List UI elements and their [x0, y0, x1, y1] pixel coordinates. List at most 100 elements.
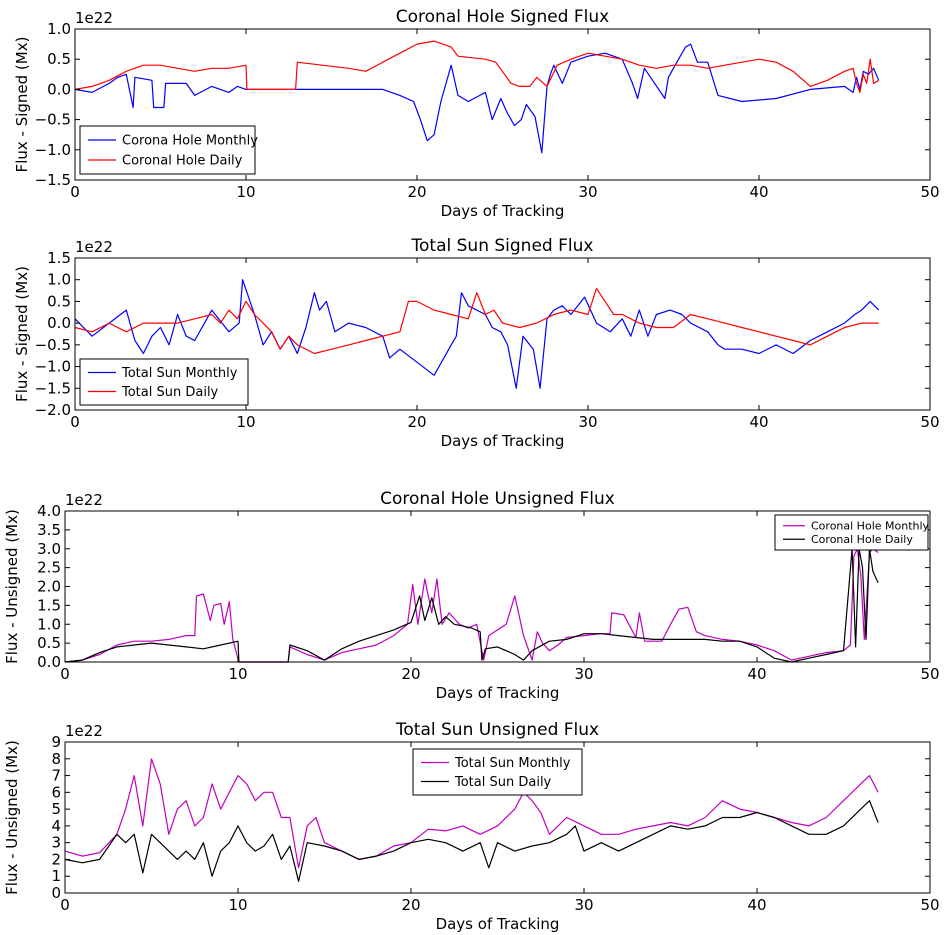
y-tick-label: 0	[51, 884, 61, 902]
y-tick-label: 4	[51, 817, 61, 835]
y-tick-label: 0.5	[37, 634, 61, 652]
plot-frame	[74, 28, 931, 181]
legend-label: Coronal Hole Daily	[811, 533, 913, 546]
y-exponent-label: 1e22	[75, 238, 113, 256]
chart-title: Total Sun Unsigned Flux	[395, 720, 599, 740]
x-tick-label: 50	[920, 896, 939, 914]
x-tick-label: 0	[70, 183, 80, 201]
x-tick-label: 10	[236, 183, 255, 201]
legend: Total Sun Monthly Total Sun Daily	[79, 358, 249, 406]
x-tick-label: 0	[60, 896, 70, 914]
y-tick-label: 6	[51, 783, 61, 801]
x-tick-label: 20	[407, 413, 426, 431]
y-tick-label: 7	[51, 767, 61, 785]
y-axis-label: Flux - Unsigned (Mx)	[3, 740, 21, 895]
x-tick-label: 10	[228, 665, 247, 683]
y-tick-label: 0.0	[37, 653, 61, 671]
x-tick-label: 30	[578, 183, 597, 201]
x-axis-label: Days of Tracking	[436, 915, 560, 933]
y-tick-label: 2.5	[37, 559, 61, 577]
legend-label: Total Sun Daily	[121, 385, 219, 400]
y-tick-label: 2.0	[37, 578, 61, 596]
y-exponent-label: 1e22	[65, 722, 103, 740]
y-exponent-label: 1e22	[65, 491, 103, 509]
plot-frame	[74, 257, 931, 411]
y-tick-label: 1.0	[47, 20, 71, 38]
legend-box	[774, 514, 929, 551]
y-tick-label: 1	[51, 867, 61, 885]
x-tick-label: 0	[70, 413, 80, 431]
x-tick-label: 20	[401, 896, 420, 914]
y-tick-label: 3.5	[37, 521, 61, 539]
y-tick-label: 0.0	[47, 80, 71, 98]
y-tick-label: −0.5	[35, 111, 71, 129]
series-line-1	[74, 279, 880, 389]
x-axis-label: Days of Tracking	[441, 202, 565, 220]
x-axis-label: Days of Tracking	[441, 432, 565, 450]
plot-frame	[64, 741, 931, 894]
x-tick-label: 50	[920, 413, 939, 431]
y-tick-label: 0.0	[47, 314, 71, 332]
y-axis-label: Flux - Unsigned (Mx)	[3, 509, 21, 664]
y-tick-label: −0.5	[35, 336, 71, 354]
x-tick-label: 40	[747, 896, 766, 914]
legend-box	[79, 358, 249, 406]
x-tick-label: 50	[920, 183, 939, 201]
legend-box	[79, 125, 256, 175]
x-tick-label: 30	[578, 413, 597, 431]
y-axis-label: Flux - Signed (Mx)	[13, 266, 31, 402]
y-tick-label: −1.5	[35, 379, 71, 397]
series-line-2	[74, 40, 880, 94]
x-tick-label: 10	[228, 896, 247, 914]
legend-label: Total Sun Monthly	[454, 756, 571, 771]
y-tick-label: −1.0	[35, 141, 71, 159]
chart-panel-3: 0 10 20 30 40 50 0.00.51.01.52.02.53.03.54.01e…	[3, 489, 940, 702]
chart-title: Coronal Hole Unsigned Flux	[380, 489, 615, 509]
y-tick-label: 0.5	[47, 50, 71, 68]
y-exponent-label: 1e22	[75, 9, 113, 27]
y-tick-label: −1.5	[35, 171, 71, 189]
y-tick-label: 5	[51, 800, 61, 818]
x-tick-label: 30	[574, 665, 593, 683]
y-tick-label: 3.0	[37, 540, 61, 558]
legend-box	[412, 748, 583, 796]
x-tick-label: 20	[401, 665, 420, 683]
y-tick-label: 2	[51, 850, 61, 868]
x-tick-label: 0	[60, 665, 70, 683]
y-tick-label: 0.5	[47, 292, 71, 310]
y-tick-label: 1.5	[37, 596, 61, 614]
chart-title: Coronal Hole Signed Flux	[396, 7, 609, 27]
chart-panel-2: 0 10 20 30 40 50 −2.0 −1.5 −1.0 −0.5 0.0 0.5 1.0 1.51…	[13, 236, 940, 450]
legend: Corona Hole Monthly Coronal Hole Daily	[79, 125, 258, 175]
legend-label: Total Sun Daily	[454, 775, 552, 790]
y-tick-label: 3	[51, 834, 61, 852]
y-tick-label: 8	[51, 750, 61, 768]
y-tick-label: −1.0	[35, 358, 71, 376]
x-tick-label: 30	[574, 896, 593, 914]
y-tick-label: −2.0	[35, 401, 71, 419]
series-line-2	[74, 287, 879, 355]
legend: Total Sun Monthly Total Sun Daily	[412, 748, 583, 796]
series-line-1	[64, 758, 879, 869]
y-tick-label: 4.0	[37, 502, 61, 520]
x-tick-label: 40	[749, 413, 768, 431]
x-tick-label: 40	[749, 183, 768, 201]
y-tick-label: 1.5	[47, 249, 71, 267]
chart-title: Total Sun Signed Flux	[411, 236, 594, 256]
series-line-2	[64, 800, 879, 882]
y-axis-label: Flux - Signed (Mx)	[13, 37, 31, 173]
series-line-1	[74, 43, 880, 154]
y-tick-label: 9	[51, 733, 61, 751]
y-tick-label: 1.0	[37, 615, 61, 633]
series-line-1	[64, 548, 879, 663]
x-tick-label: 10	[236, 413, 255, 431]
y-tick-label: 1.0	[47, 271, 71, 289]
x-axis-label: Days of Tracking	[436, 684, 560, 702]
x-tick-label: 50	[920, 665, 939, 683]
x-tick-label: 20	[407, 183, 426, 201]
legend-label: Total Sun Monthly	[121, 366, 238, 381]
